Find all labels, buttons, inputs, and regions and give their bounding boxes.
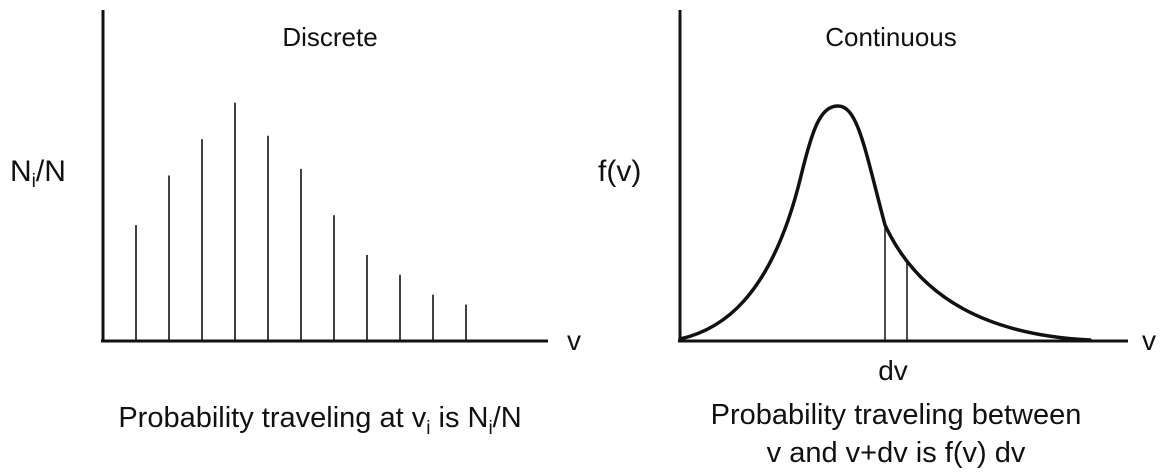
discrete-y-label: Ni/N: [10, 155, 66, 192]
discrete-panel: Discrete Ni/N v Probability traveling at…: [10, 10, 581, 439]
discrete-x-label: v: [567, 325, 581, 356]
distribution-curve: [678, 104, 1092, 342]
continuous-caption-line2: v and v+dv is f(v) dv: [767, 437, 1026, 469]
discrete-title: Discrete: [282, 22, 377, 52]
continuous-panel: Continuous f(v) v dv Probability traveli…: [598, 10, 1156, 469]
discrete-caption: Probability traveling at vi is Ni/N: [118, 402, 521, 439]
continuous-title: Continuous: [825, 22, 957, 52]
dv-label: dv: [878, 355, 908, 386]
continuous-y-label: f(v): [598, 155, 641, 188]
continuous-caption-line1: Probability traveling between: [711, 399, 1082, 431]
discrete-bars: [135, 102, 467, 341]
continuous-x-label: v: [1142, 325, 1156, 356]
